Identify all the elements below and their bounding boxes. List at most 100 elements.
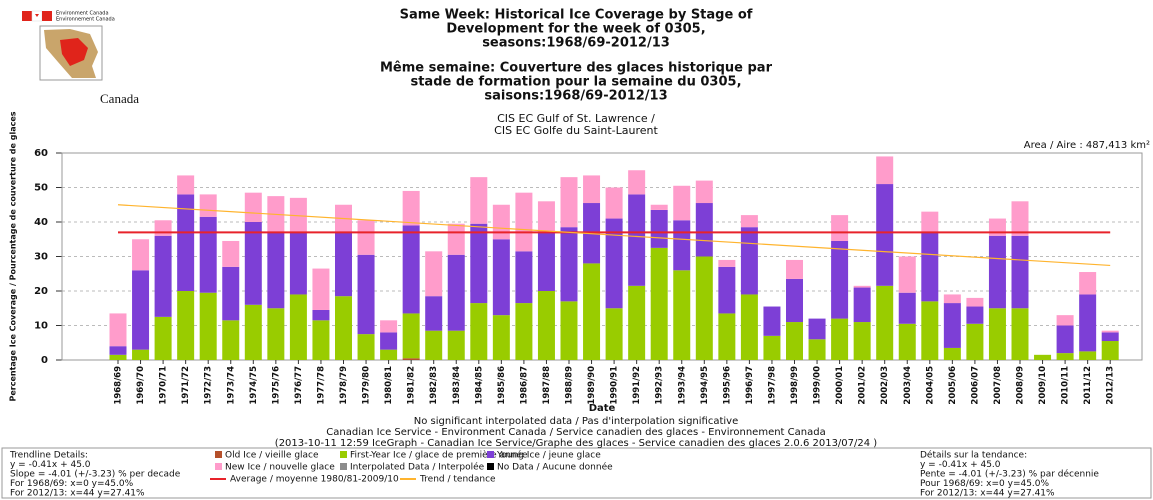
legend-label: Young Ice / jeune glace	[496, 451, 601, 461]
bar-segment	[1101, 330, 1119, 333]
x-tick-label: 1987/88	[542, 366, 552, 405]
x-tick-label: 1982/83	[429, 366, 439, 405]
bar-segment	[109, 346, 127, 355]
bar-segment	[853, 287, 871, 323]
x-tick-label: 2008/09	[1016, 366, 1026, 405]
bar-segment	[154, 235, 172, 317]
bar-segment	[628, 285, 646, 360]
y-tick-label: 10	[34, 321, 48, 332]
bar-segment	[831, 215, 849, 241]
bar-segment	[583, 263, 601, 360]
bar-segment	[605, 187, 623, 219]
bar-segment	[560, 227, 578, 302]
trend-detail: Trendline Details:	[9, 451, 88, 461]
bar-segment	[605, 218, 623, 309]
x-tick-label: 2005/06	[948, 366, 958, 405]
logo: Environment Canada Environnement Canada …	[22, 11, 139, 106]
footer-box	[1, 447, 1152, 499]
x-tick-label: 1974/75	[249, 366, 259, 405]
bar-segment	[222, 240, 240, 267]
x-tick-label: 1990/91	[610, 366, 620, 405]
bar-segment	[808, 318, 826, 340]
x-tick-label: 2012/13	[1106, 366, 1116, 405]
x-tick-label: 1980/81	[384, 366, 394, 405]
bar-segment	[650, 247, 668, 360]
flag-leaf	[35, 14, 39, 17]
trend-detail: For 1968/69: x=0 y=45.0%	[10, 479, 134, 489]
bar-segment	[966, 306, 984, 324]
legend-label: Interpolated Data / Interpolée	[350, 462, 485, 473]
bar-segment	[402, 313, 420, 359]
bar-segment	[673, 185, 691, 221]
legend-label: Trend / tendance	[419, 475, 496, 485]
bar-segment	[515, 303, 533, 360]
bar-segment	[966, 323, 984, 360]
chart-subtitle: CIS EC Gulf of St. Lawrence /	[497, 112, 655, 125]
bar-segment	[943, 303, 961, 348]
trend-detail: Slope = -4.01 (+/-3.23) % per decade	[10, 470, 181, 480]
legend-label: No Data / Aucune donnée	[497, 462, 613, 473]
x-tick-label: 2007/08	[993, 366, 1003, 405]
legend-swatch	[215, 451, 222, 458]
bar-segment	[335, 232, 352, 297]
wordmark: Canada	[100, 91, 139, 106]
bar-segment	[335, 296, 352, 360]
x-tick-label: 1977/78	[316, 366, 326, 405]
legend-label: First-Year Ice / glace de première année	[350, 450, 528, 461]
x-tick-label: 1978/79	[339, 366, 349, 405]
bar-segment	[718, 266, 736, 314]
y-tick-label: 20	[34, 286, 48, 297]
dept-name: Environnement Canada	[56, 17, 115, 23]
bar-segment	[1079, 272, 1097, 295]
legend-swatch	[487, 451, 494, 458]
x-tick-label: 1971/72	[181, 366, 191, 405]
y-axis-label: Percentage Ice Coverage / Pourcentage de…	[9, 111, 18, 401]
bar-segment	[740, 227, 758, 295]
area-label: Area / Aire : 487,413 km²	[1024, 140, 1150, 151]
flag-band	[22, 11, 32, 21]
bar-segment	[650, 209, 668, 248]
x-tick-label: 2006/07	[970, 366, 980, 405]
bar-segment	[222, 320, 240, 360]
bar-segment	[718, 259, 736, 267]
chart-title-fr: Même semaine: Couverture des glaces hist…	[380, 61, 773, 76]
bar-segment	[199, 216, 217, 293]
chart-title-fr: saisons:1968/69-2012/13	[484, 89, 667, 104]
bar-segment	[425, 330, 443, 360]
bar-segment	[132, 239, 150, 271]
bar-segment	[267, 308, 285, 360]
bar-segment	[357, 254, 375, 335]
bar-segment	[425, 296, 443, 331]
bar-segment	[267, 232, 285, 309]
x-tick-label: 1994/95	[700, 366, 710, 405]
x-tick-label: 2003/04	[903, 366, 913, 405]
bar-segment	[988, 308, 1006, 360]
bar-segment	[289, 294, 307, 360]
bar-segment	[808, 339, 826, 360]
bar-segment	[447, 254, 465, 331]
bar-segment	[109, 354, 127, 360]
bar-segment	[177, 175, 195, 195]
bar-segment	[966, 297, 984, 307]
legend-swatch	[340, 451, 347, 458]
x-tick-label: 1969/70	[136, 366, 146, 405]
bar-segment	[605, 308, 623, 360]
bar-segment	[537, 201, 555, 233]
x-tick-label: 1976/77	[294, 366, 304, 405]
bar-segment	[1056, 353, 1074, 360]
bar-segment	[853, 285, 871, 288]
x-tick-label: 1993/94	[677, 366, 687, 405]
bar-segment	[199, 194, 217, 217]
bar-segment	[786, 259, 803, 279]
bar-segment	[357, 220, 375, 255]
x-axis-label: Date	[589, 403, 616, 414]
x-tick-label: 1983/84	[452, 366, 462, 405]
bar-segment	[402, 358, 420, 360]
bar-segment	[1056, 315, 1074, 326]
trend-detail: Détails sur la tendance:	[920, 450, 1027, 461]
bar-segment	[943, 347, 961, 360]
bar-segment	[628, 194, 646, 286]
y-tick-label: 40	[34, 217, 48, 228]
reference-line	[117, 204, 1111, 267]
